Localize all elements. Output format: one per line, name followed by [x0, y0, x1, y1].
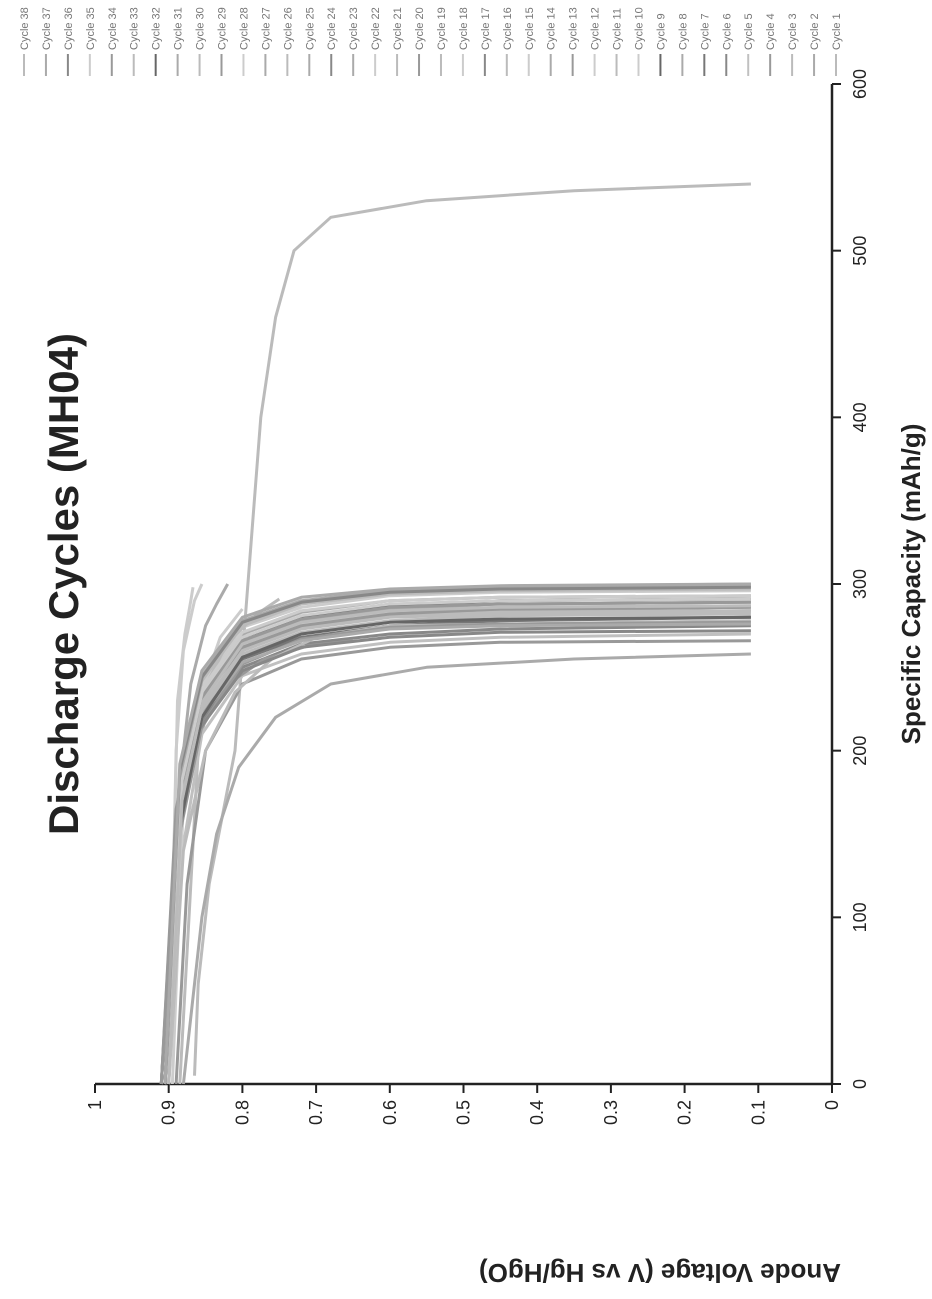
- legend-item-label: Cycle 4: [765, 13, 777, 50]
- series-line-cycle-6: [159, 624, 751, 1085]
- series-line-cycle-37: [163, 582, 751, 1085]
- series-line-cycle-7: [159, 615, 751, 1085]
- legend-item-label: Cycle 14: [546, 7, 558, 50]
- series-line-cycle-4: [174, 639, 751, 1085]
- y-tick-label: 1: [85, 1100, 105, 1110]
- legend-item-label: Cycle 6: [721, 13, 733, 50]
- legend-item-label: Cycle 8: [677, 13, 689, 50]
- legend-item-label: Cycle 2: [809, 13, 821, 50]
- y-tick-label: 0.9: [159, 1100, 179, 1125]
- legend-item-label: Cycle 32: [151, 7, 163, 50]
- x-tick-label: 600: [850, 69, 870, 99]
- x-tick-label: 200: [850, 736, 870, 766]
- y-tick-label: 0.7: [306, 1100, 326, 1125]
- y-tick-label: 0.1: [748, 1100, 768, 1125]
- legend-item-label: Cycle 24: [326, 7, 338, 50]
- legend-item-label: Cycle 18: [458, 7, 470, 50]
- legend-item-label: Cycle 1: [831, 13, 843, 50]
- series-line-cycle-1: [193, 182, 751, 1076]
- legend-item-label: Cycle 25: [304, 7, 316, 50]
- series-line-cycle-35: [167, 594, 751, 1085]
- series-line-cycle-25: [159, 622, 751, 1085]
- legend-item-label: Cycle 17: [480, 7, 492, 50]
- y-tick-label: 0.8: [232, 1100, 252, 1125]
- legend-item-label: Cycle 11: [612, 8, 624, 50]
- axes: 0 100 200 300 400 500 600 0 0.1 0.2 0.3 0.4 0.5 0.6 0.…: [85, 69, 870, 1125]
- legend-item-label: Cycle 33: [129, 7, 141, 50]
- y-tick-label: 0.2: [675, 1100, 695, 1125]
- x-tick-label: 100: [850, 902, 870, 932]
- x-axis-label: Specific Capacity (mAh/g): [896, 424, 926, 745]
- legend-item-label: Cycle 31: [173, 7, 185, 50]
- legend-item-label: Cycle 34: [107, 7, 119, 50]
- series-line-cycle-5: [163, 632, 751, 1085]
- series-line-cycle-21: [163, 609, 751, 1085]
- y-tick-label: 0.6: [380, 1100, 400, 1125]
- series-line-cycle-32: [163, 615, 751, 1085]
- legend-item-label: Cycle 7: [699, 13, 711, 50]
- legend-item-label: Cycle 5: [743, 13, 755, 50]
- y-tick-label: 0.5: [454, 1100, 474, 1125]
- series-line-cycle-23: [163, 594, 751, 1085]
- series-line-cycle-20: [163, 620, 751, 1085]
- series-line-cycle-26: [163, 612, 751, 1085]
- y-tick-label: 0.3: [601, 1100, 621, 1125]
- series-line-cycle-24: [159, 629, 751, 1085]
- legend-item-label: Cycle 9: [655, 13, 667, 50]
- legend-item-label: Cycle 13: [568, 7, 580, 50]
- legend-item-label: Cycle 27: [260, 7, 272, 50]
- legend: Cycle 1 Cycle 2 Cycle 3 Cycle 4 Cycle 5 Cycle…: [19, 7, 843, 76]
- legend-item-label: Cycle 12: [590, 7, 602, 50]
- legend-item-label: Cycle 22: [370, 7, 382, 50]
- legend-item-label: Cycle 35: [85, 7, 97, 50]
- legend-item-label: Cycle 30: [195, 7, 207, 50]
- legend-item-label: Cycle 38: [19, 7, 31, 50]
- legend-item-label: Cycle 29: [217, 7, 229, 50]
- series-group: [159, 182, 751, 1085]
- series-line-cycle-19: [167, 619, 751, 1085]
- legend-item-label: Cycle 36: [63, 7, 75, 50]
- legend-item-label: Cycle 20: [414, 7, 426, 50]
- x-tick-label: 500: [850, 236, 870, 266]
- legend-item-label: Cycle 19: [436, 7, 448, 50]
- legend-item-label: Cycle 37: [41, 7, 53, 50]
- legend-item-label: Cycle 3: [787, 13, 799, 50]
- legend-item-label: Cycle 28: [238, 7, 250, 50]
- y-tick-label: 0.4: [527, 1100, 547, 1125]
- y-tick-label: 0: [822, 1100, 842, 1110]
- x-tick-label: 0: [850, 1079, 870, 1089]
- series-line-cycle-2: [181, 652, 751, 1085]
- series-line-cycle-17: [163, 609, 751, 1085]
- y-axis-label: Anode Voltage (V vs Hg/HgO): [479, 1258, 841, 1288]
- legend-item-label: Cycle 21: [392, 7, 404, 50]
- series-line-cycle-38: [167, 604, 751, 1085]
- legend-item-label: Cycle 15: [524, 7, 536, 50]
- legend-item-label: Cycle 23: [348, 7, 360, 50]
- series-line-cycle-33: [163, 610, 751, 1085]
- legend-item-label: Cycle 10: [633, 7, 645, 50]
- chart-title: Discharge Cycles (MH04): [40, 333, 87, 835]
- legend-item-label: Cycle 26: [282, 7, 294, 50]
- x-tick-label: 400: [850, 402, 870, 432]
- x-tick-label: 300: [850, 569, 870, 599]
- legend-item-label: Cycle 16: [502, 7, 514, 50]
- series-line-cycle-36: [163, 585, 751, 1085]
